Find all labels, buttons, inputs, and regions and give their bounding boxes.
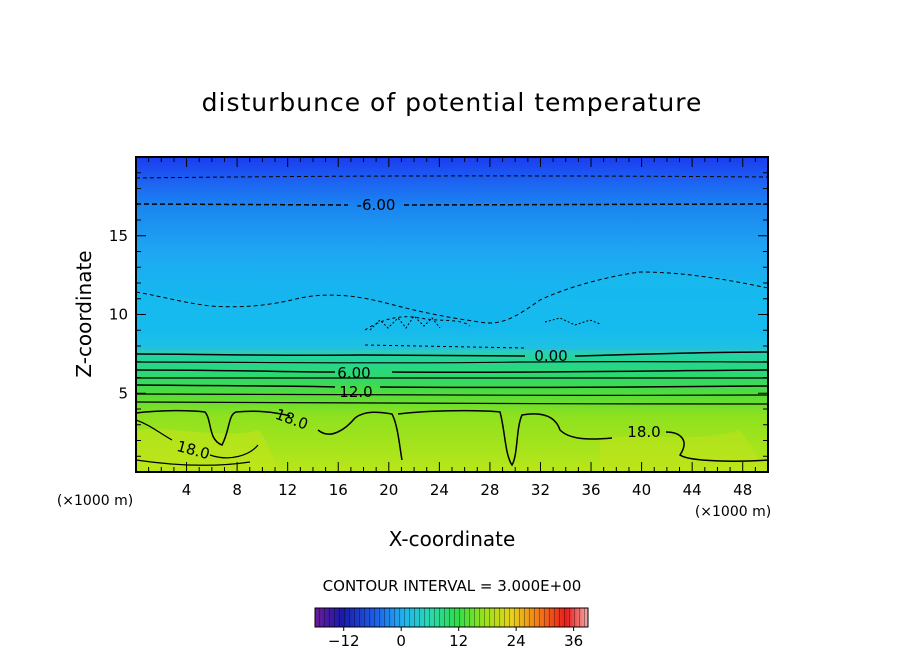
contour-line: [136, 409, 768, 467]
x-tick-label: 20: [379, 481, 398, 499]
colorbar: −12 0 12 24 36: [314, 607, 589, 650]
contour-line: [369, 315, 601, 331]
colorbar-tick-label: 24: [507, 632, 526, 650]
chart-title: disturbunce of potential temperature: [202, 88, 703, 117]
contour-line: [136, 393, 768, 397]
contour-line: [136, 369, 768, 374]
contour-line: [136, 351, 768, 357]
x-tick-label: 12: [278, 481, 297, 499]
contour-label: -6.00: [357, 196, 396, 214]
contour-line: [364, 316, 526, 349]
x-tick-label: 44: [683, 481, 702, 499]
contour-line: [136, 175, 768, 179]
contour-label: 18.0: [627, 423, 660, 441]
x-tick-label: 48: [733, 481, 752, 499]
y-tick-label: 15: [109, 227, 128, 245]
colorbar-tick-label: 0: [396, 632, 406, 650]
x-tick-label: 28: [480, 481, 499, 499]
y-tick-label: 5: [118, 384, 128, 402]
shading-blob: [136, 272, 768, 350]
x-tick-label: 16: [329, 481, 348, 499]
contour-label: 0.00: [534, 347, 567, 365]
colorbar-tick-label: 36: [564, 632, 583, 650]
contour-line: [136, 271, 768, 324]
contour-label: 6.00: [337, 364, 370, 382]
x-tick-label: 36: [581, 481, 600, 499]
colorbar-frame: [314, 607, 589, 628]
contour-line: [136, 360, 768, 364]
x-axis: 4 8 12 16 20 24 28 32 36 40 44 48: [148, 157, 756, 499]
contour-interval-text: CONTOUR INTERVAL = 3.000E+00: [323, 577, 582, 595]
y-axis: 5 10 15: [109, 172, 768, 457]
contour-line: [136, 401, 768, 405]
colorbar-tick-label: −12: [328, 632, 360, 650]
colorbar-tick-label: 12: [449, 632, 468, 650]
x-tick-label: 24: [430, 481, 449, 499]
colorbar-segments: [315, 608, 588, 627]
x-tick-label: 8: [232, 481, 242, 499]
contour-line: [136, 203, 768, 206]
x-tick-label: 4: [182, 481, 192, 499]
y-axis-label: Z-coordinate: [72, 250, 96, 377]
z-unit-label: (×1000 m): [57, 493, 133, 509]
contour-label: 12.0: [339, 383, 372, 401]
plot-area: [136, 157, 768, 472]
y-tick-label: 10: [109, 306, 128, 324]
x-tick-label: 32: [531, 481, 550, 499]
x-unit-label: (×1000 m): [695, 504, 771, 520]
contour-line: [136, 384, 768, 389]
x-tick-label: 40: [632, 481, 651, 499]
x-axis-label: X-coordinate: [389, 527, 516, 551]
